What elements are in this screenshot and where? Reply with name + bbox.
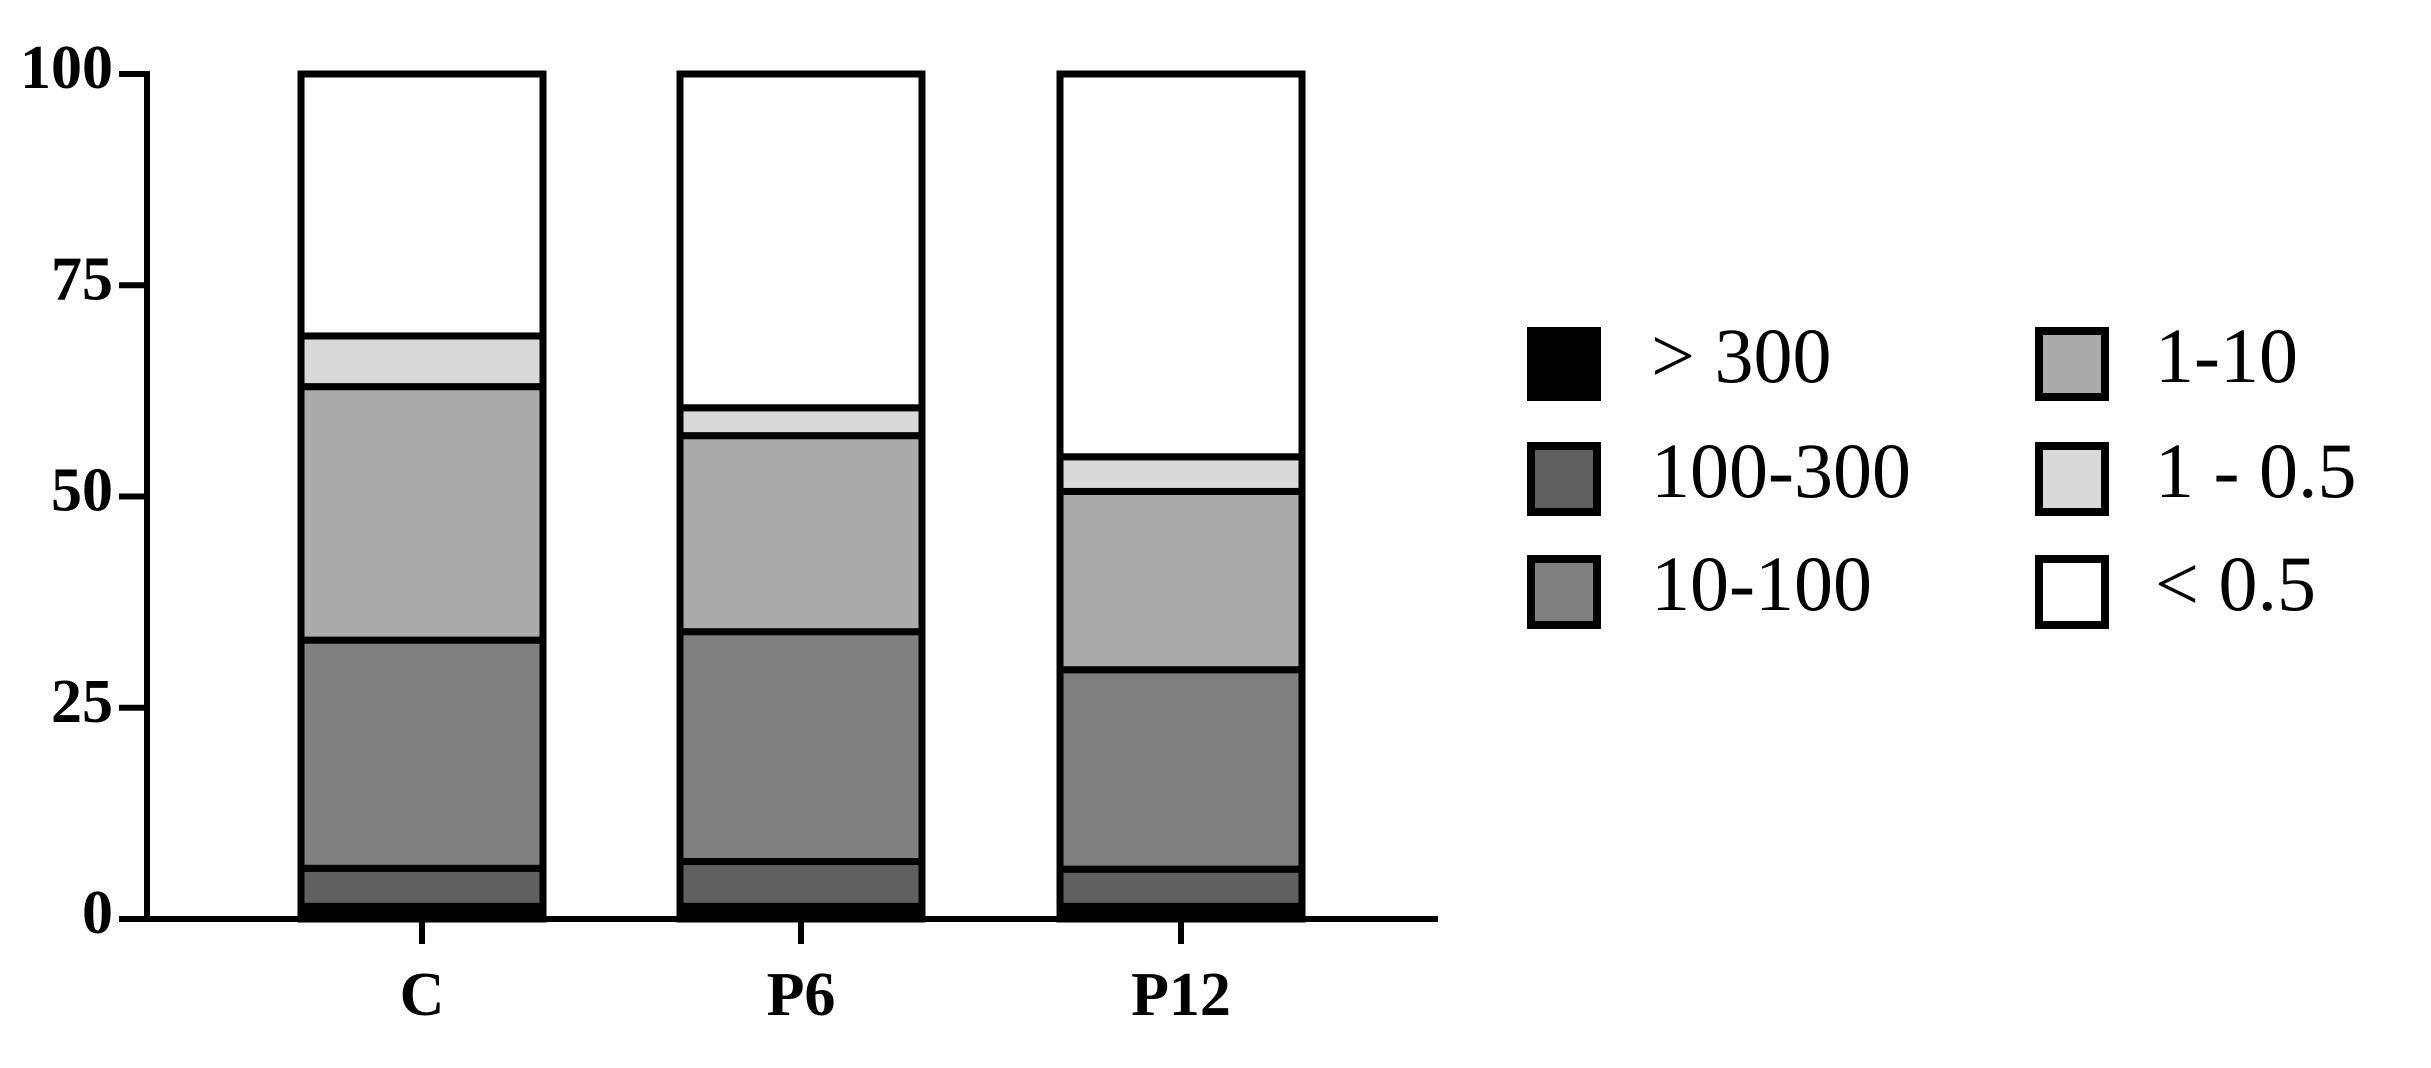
bar-segment <box>297 70 547 340</box>
legend-swatch <box>1527 327 1601 401</box>
bar-segment <box>1056 487 1306 674</box>
bar-segment <box>297 332 547 391</box>
legend-swatch <box>2035 327 2109 401</box>
bar-segment <box>1056 70 1306 461</box>
legend-label: 1-10 <box>2155 312 2298 399</box>
bar-segment <box>676 432 926 636</box>
x-tick-label: P6 <box>767 961 836 1029</box>
bar-segment <box>676 404 926 440</box>
y-tick-label: 0 <box>82 879 113 947</box>
bar-segment <box>1056 865 1306 910</box>
legend-label: < 0.5 <box>2155 540 2316 627</box>
y-tick-label: 25 <box>51 668 113 736</box>
legend-label: > 300 <box>1651 312 1832 399</box>
x-tick-label: C <box>400 961 445 1029</box>
legend-swatch <box>1527 555 1601 629</box>
bar-segment <box>1056 453 1306 495</box>
legend-swatch <box>1527 442 1601 516</box>
bar-segment <box>1056 666 1306 873</box>
x-tick-label: P12 <box>1131 961 1231 1029</box>
legend-swatch <box>2035 442 2109 516</box>
bar-segment <box>676 858 926 910</box>
legend-label: 10-100 <box>1651 540 1872 627</box>
bar-segment <box>297 383 547 644</box>
y-tick-label: 100 <box>20 34 113 102</box>
legend-swatch <box>2035 555 2109 629</box>
legend-label: 1 - 0.5 <box>2155 427 2356 514</box>
bar-segment <box>297 636 547 872</box>
bar-segment <box>676 628 926 866</box>
bar-segment <box>297 864 547 910</box>
y-tick-label: 50 <box>51 457 113 525</box>
legend-label: 100-300 <box>1651 427 1911 514</box>
y-tick-label: 75 <box>51 245 113 313</box>
bar-segment <box>676 70 926 412</box>
